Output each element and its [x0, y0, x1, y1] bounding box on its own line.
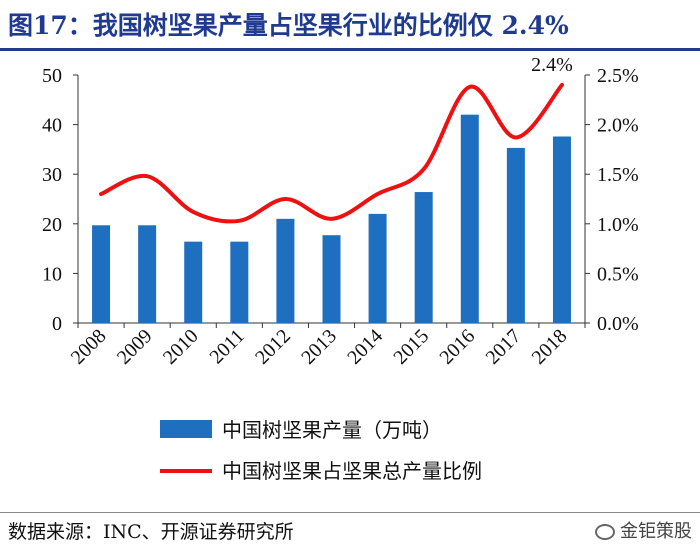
page-title: 图17：我国树坚果产量占坚果行业的比例仅 2.4%: [8, 11, 569, 40]
right-tick-label: 2.0%: [597, 115, 639, 137]
brand-name: 金钜策股: [620, 521, 692, 542]
legend-swatch-bar: [160, 420, 212, 438]
source-divider: [0, 512, 700, 513]
bar: [230, 241, 249, 323]
x-tick-label: 2010: [159, 325, 203, 369]
bar: [460, 114, 479, 324]
x-tick-label: 2008: [67, 325, 111, 369]
x-tick-label: 2015: [389, 325, 433, 369]
brand-watermark: 金钜策股: [595, 516, 692, 548]
left-tick-label: 40: [42, 115, 62, 137]
legend-label-bar: 中国树坚果产量（万吨）: [222, 419, 442, 442]
bar: [414, 192, 433, 323]
x-tick-label: 2009: [113, 325, 157, 369]
bar: [506, 147, 525, 323]
legend-label-line: 中国树坚果占坚果总产量比例: [222, 460, 482, 483]
left-tick-label: 30: [42, 164, 62, 186]
title-divider: [0, 48, 700, 51]
left-tick-label: 10: [42, 263, 62, 285]
ratio-series-line: [99, 82, 564, 224]
bar: [92, 225, 111, 323]
x-tick-label: 2011: [206, 325, 249, 368]
chart: 0 10 20 30 40 50 0.0% 0.5% 1.0% 1.5% 2.0% 2.5% 2.4% 2…: [42, 54, 639, 483]
bar: [552, 136, 571, 323]
bar: [276, 218, 295, 323]
data-label: 2.4%: [531, 54, 573, 76]
right-tick-label: 1.5%: [597, 164, 639, 186]
right-tick-label: 1.0%: [597, 214, 639, 236]
bar: [184, 241, 203, 323]
left-tick-label: 0: [52, 313, 62, 335]
x-tick-label: 2014: [343, 325, 387, 369]
x-tick-label: 2013: [297, 325, 341, 369]
source-note: 数据来源：INC、开源证券研究所: [8, 521, 294, 543]
right-tick-label: 2.5%: [597, 65, 639, 87]
right-tick-label: 0.0%: [597, 313, 639, 335]
x-tick-label: 2016: [435, 325, 479, 369]
bar: [322, 235, 341, 323]
left-tick-label: 20: [42, 214, 62, 236]
wechat-icon: [595, 524, 615, 540]
right-tick-label: 0.5%: [597, 263, 639, 285]
x-tick-label: 2018: [528, 325, 572, 369]
bar: [368, 213, 387, 323]
bar: [138, 225, 157, 323]
x-tick-label: 2017: [482, 325, 526, 369]
left-tick-label: 50: [42, 65, 62, 87]
x-tick-label: 2012: [251, 325, 295, 369]
